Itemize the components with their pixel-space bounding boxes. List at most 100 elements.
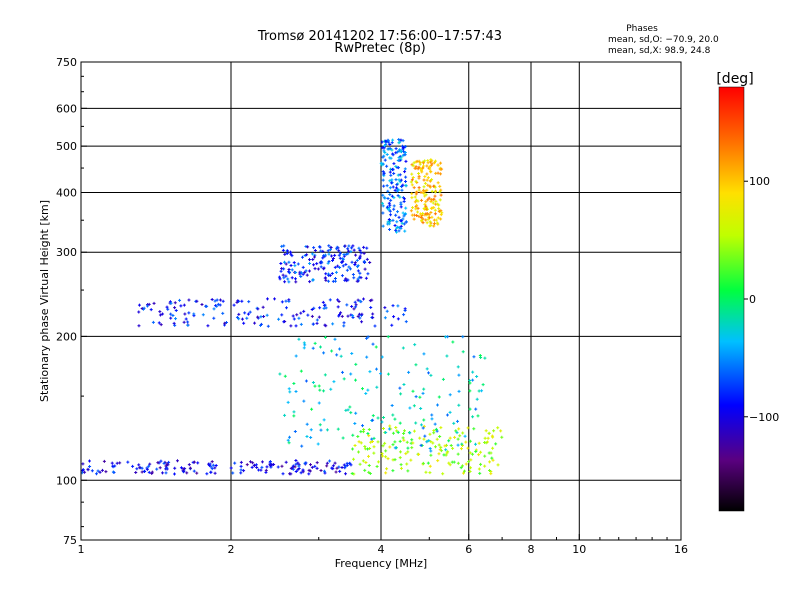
stats-x: mean, sd,X: 98.9, 24.8: [608, 46, 711, 56]
data-point: [396, 194, 400, 198]
data-point: [457, 403, 461, 407]
data-point: [365, 336, 369, 340]
data-point: [287, 280, 291, 284]
data-point: [341, 264, 345, 268]
data-point: [315, 466, 319, 470]
data-point: [432, 224, 436, 228]
data-point: [315, 318, 319, 322]
data-point: [429, 440, 433, 444]
data-point: [407, 370, 411, 374]
data-point: [297, 316, 301, 320]
data-point: [356, 435, 360, 439]
data-point: [280, 300, 284, 304]
data-point: [326, 249, 330, 253]
data-point: [473, 442, 477, 446]
data-point: [259, 315, 263, 319]
data-point: [305, 253, 309, 257]
data-point: [283, 252, 287, 256]
data-point: [355, 279, 359, 283]
data-point: [380, 163, 384, 167]
data-point: [200, 303, 204, 307]
data-point: [323, 471, 327, 475]
data-point: [452, 421, 456, 425]
data-point: [428, 464, 432, 468]
data-point: [251, 461, 255, 465]
data-point: [302, 309, 306, 313]
data-point: [383, 151, 387, 155]
data-point: [383, 144, 387, 148]
data-point: [321, 300, 325, 304]
data-point: [364, 276, 368, 280]
data-point: [296, 461, 300, 465]
data-point: [417, 186, 421, 190]
data-point: [441, 377, 445, 381]
data-point: [429, 163, 433, 167]
data-point: [349, 313, 353, 317]
data-point: [430, 189, 434, 193]
data-point: [292, 317, 296, 321]
data-point: [389, 198, 393, 202]
data-point: [236, 299, 240, 303]
data-point: [358, 256, 362, 260]
data-point: [371, 316, 375, 320]
data-point: [209, 465, 213, 469]
data-point: [437, 207, 441, 211]
data-point: [386, 147, 390, 151]
data-point: [410, 178, 414, 182]
data-point: [367, 470, 371, 474]
data-point: [253, 321, 257, 325]
data-point: [397, 137, 401, 141]
x-tick-label: 4: [378, 543, 385, 556]
data-point: [439, 188, 443, 192]
data-point: [402, 383, 406, 387]
data-point: [351, 244, 355, 248]
data-point: [403, 150, 407, 154]
data-point: [411, 176, 415, 180]
data-point: [472, 427, 476, 431]
data-point: [354, 378, 358, 382]
data-point: [381, 444, 385, 448]
data-point: [404, 175, 408, 179]
x-tick-label: 10: [572, 543, 586, 556]
data-point: [499, 429, 503, 433]
data-point: [404, 159, 408, 163]
data-point: [483, 356, 487, 360]
data-point: [356, 298, 360, 302]
data-point: [443, 444, 447, 448]
data-point: [404, 452, 408, 456]
data-point: [484, 441, 488, 445]
data-point: [242, 321, 246, 325]
data-point: [429, 210, 433, 214]
data-point: [399, 466, 403, 470]
y-tick-label: 300: [56, 246, 77, 259]
data-point: [330, 272, 334, 276]
data-point: [295, 313, 299, 317]
data-point: [362, 245, 366, 249]
data-point: [425, 221, 429, 225]
data-point: [239, 460, 243, 464]
data-point: [396, 317, 400, 321]
data-point: [423, 189, 427, 193]
data-point: [239, 471, 243, 475]
data-point: [324, 276, 328, 280]
data-point: [395, 183, 399, 187]
data-point: [390, 194, 394, 198]
data-point: [169, 312, 173, 316]
data-point: [311, 258, 315, 262]
data-point: [399, 156, 403, 160]
data-point: [294, 354, 298, 358]
data-point: [386, 196, 390, 200]
data-point: [352, 248, 356, 252]
data-point: [273, 297, 277, 301]
data-point: [396, 210, 400, 214]
data-point: [471, 370, 475, 374]
data-point: [346, 278, 350, 282]
data-point: [100, 468, 104, 472]
data-point: [414, 395, 418, 399]
data-point: [355, 258, 359, 262]
data-point: [379, 161, 383, 165]
data-point: [165, 462, 169, 466]
data-point: [408, 406, 412, 410]
data-point: [427, 196, 431, 200]
data-point: [337, 313, 341, 317]
